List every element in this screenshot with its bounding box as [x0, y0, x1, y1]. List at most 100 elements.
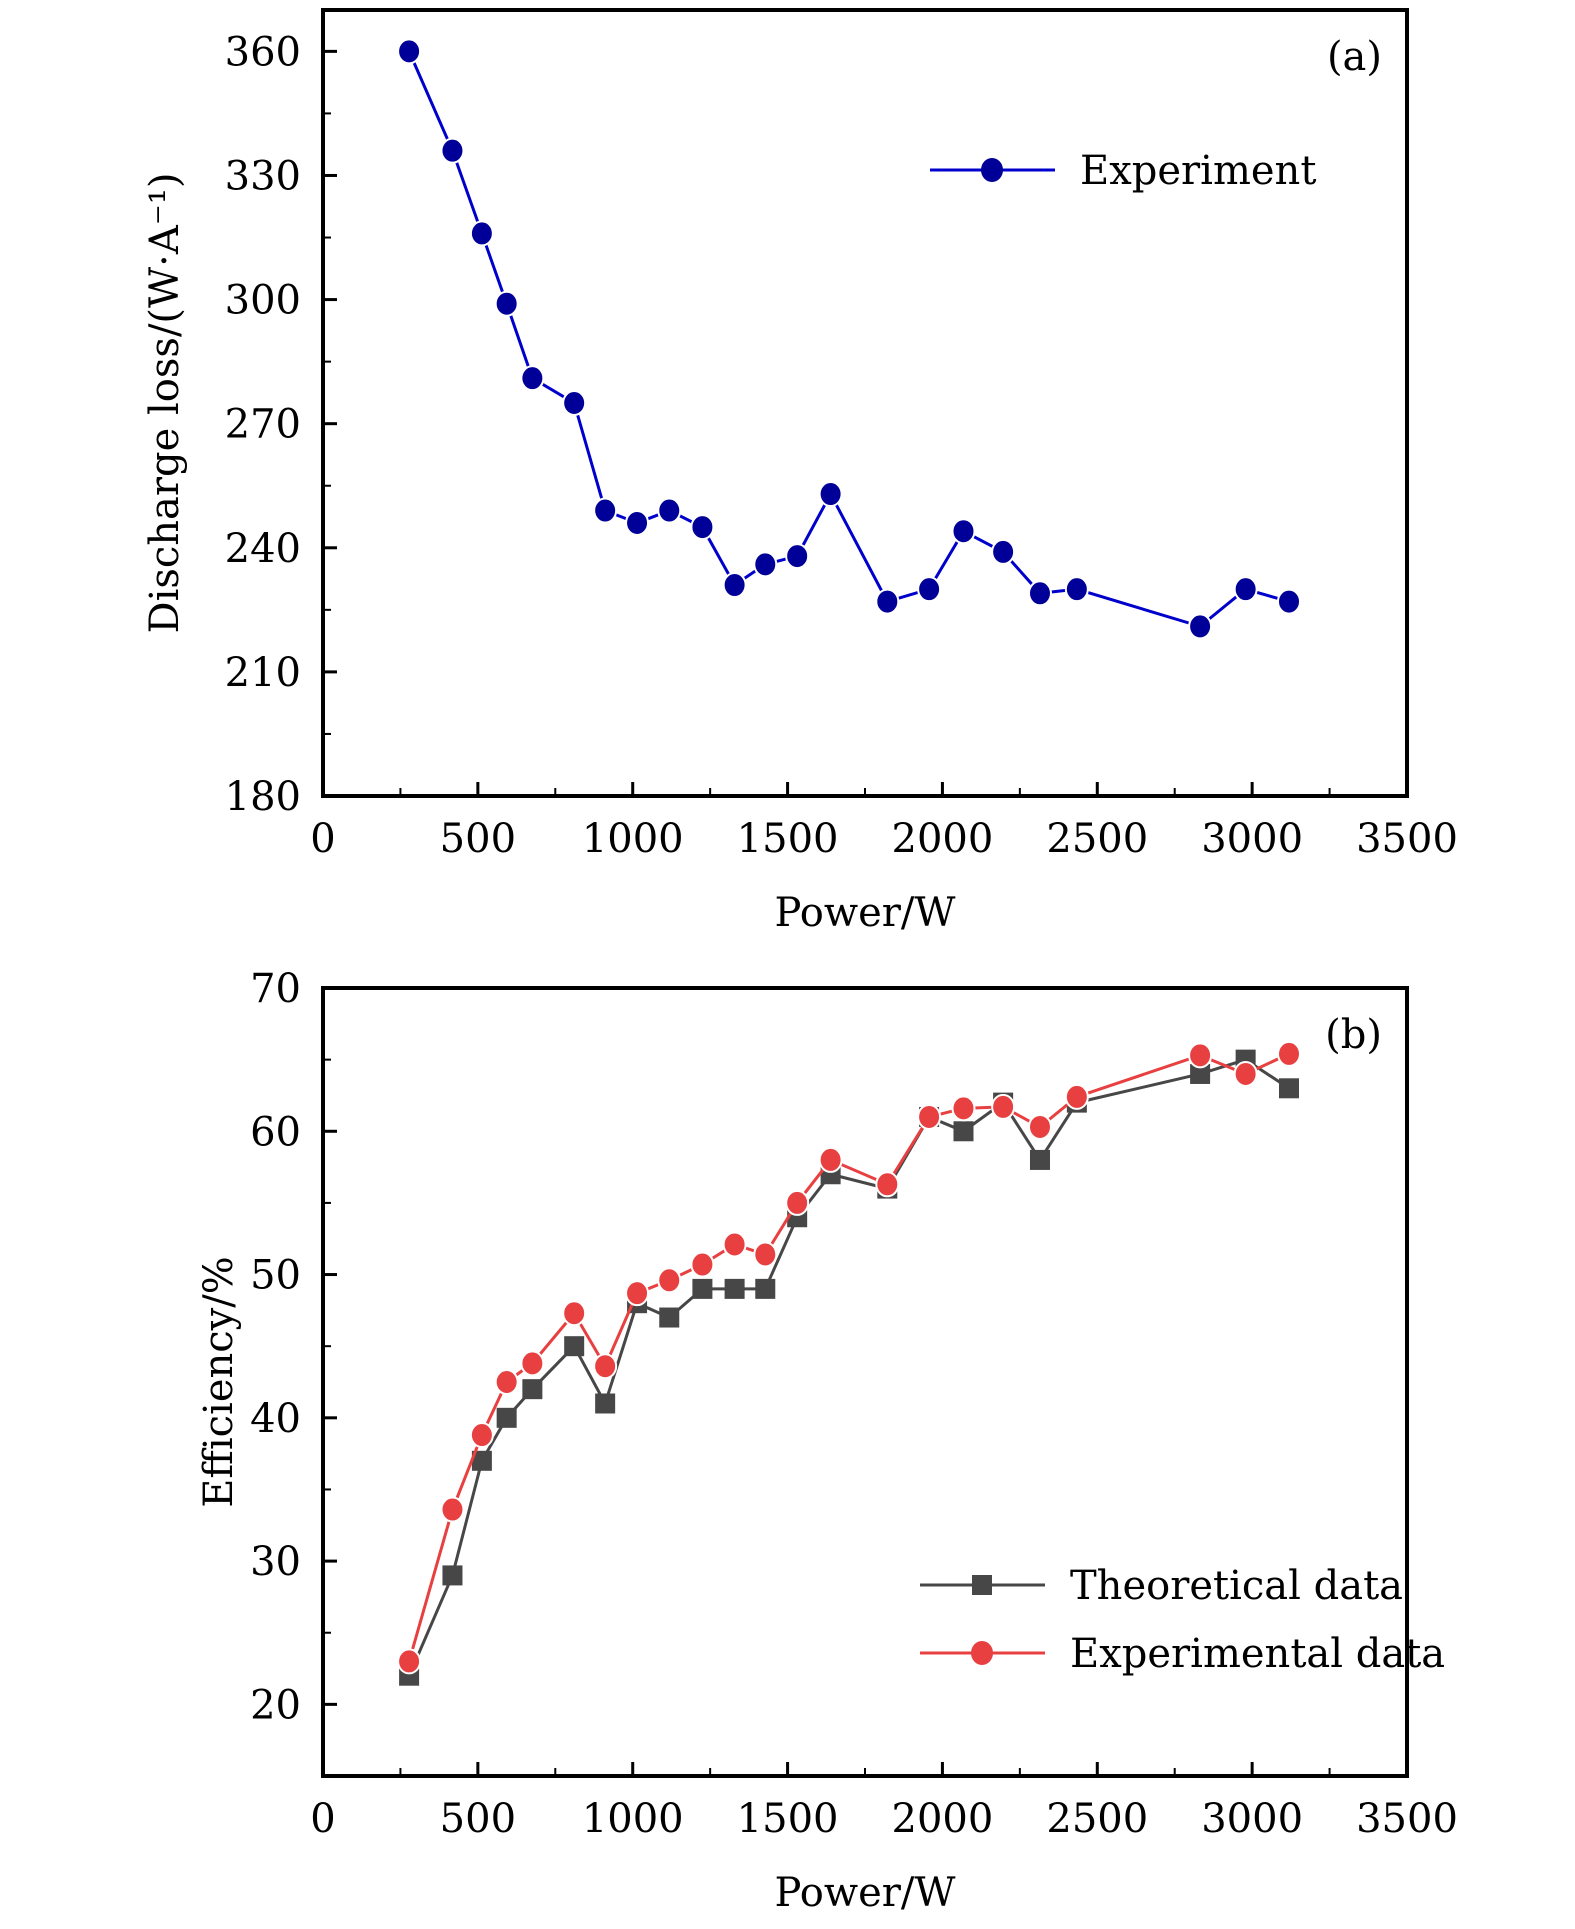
y-tick-label: 20	[250, 1682, 301, 1728]
y-tick-label: 360	[225, 29, 301, 75]
x-tick-label: 3000	[1201, 816, 1303, 862]
data-point-circle	[722, 572, 747, 599]
x-tick-label: 500	[440, 1796, 516, 1842]
x-tick-label: 1000	[582, 816, 684, 862]
data-point-circle	[1064, 1083, 1089, 1110]
panel-a: 0 500 1000 1500 2000 2500 3000 3500 180 210 240 270…	[142, 8, 1458, 936]
y-tick-label: 40	[250, 1396, 301, 1442]
data-point-circle	[690, 514, 715, 541]
data-point-circle	[991, 1093, 1016, 1120]
data-point-circle	[1233, 1060, 1258, 1087]
panel-a-label: (a)	[1327, 34, 1382, 80]
data-point-square	[724, 1278, 745, 1299]
data-point-circle	[625, 509, 650, 536]
y-tick-label: 30	[250, 1539, 301, 1585]
data-point-square	[595, 1393, 616, 1414]
data-point-square	[471, 1450, 492, 1471]
data-point-circle	[917, 1103, 942, 1130]
data-point-square	[522, 1379, 543, 1400]
data-point-circle	[818, 1146, 843, 1173]
data-point-circle	[690, 1251, 715, 1278]
legend-label: Experiment	[1080, 148, 1316, 194]
data-point-square	[692, 1278, 713, 1299]
x-tick-label: 2000	[892, 816, 994, 862]
y-tick-label: 270	[225, 402, 301, 448]
panel-b-y-axis-title: Efficiency/%	[196, 1256, 242, 1508]
data-point-circle	[1064, 576, 1089, 603]
y-tick-label: 300	[225, 278, 301, 324]
data-point-circle	[593, 1353, 618, 1380]
data-point-circle	[469, 220, 494, 247]
x-tick-label: 0	[310, 816, 335, 862]
data-point-circle	[818, 481, 843, 508]
data-point-circle	[562, 1300, 587, 1327]
data-point-circle	[562, 390, 587, 416]
data-point-square	[1278, 1078, 1299, 1099]
data-point-circle	[494, 1369, 519, 1395]
y-tick-label: 60	[250, 1109, 301, 1155]
panel-b-label: (b)	[1325, 1012, 1382, 1058]
data-point-circle	[1276, 1040, 1301, 1067]
x-tick-label: 0	[310, 1796, 335, 1842]
data-point-circle	[875, 1171, 900, 1198]
panel-b-x-axis-title: Power/W	[775, 1870, 956, 1916]
series-line-experiment	[407, 50, 1290, 629]
data-point-circle	[494, 290, 519, 317]
y-tick-label: 180	[225, 774, 301, 820]
panel-a-legend: Experiment	[930, 148, 1316, 194]
data-point-square	[564, 1336, 585, 1357]
data-point-square	[442, 1565, 463, 1586]
legend-marker-circle	[971, 1641, 993, 1665]
data-point-circle	[440, 137, 465, 164]
x-tick-label: 2500	[1046, 816, 1148, 862]
legend-label: Experimental data	[1070, 1631, 1445, 1677]
x-tick-label: 2000	[892, 1796, 994, 1842]
data-point-circle	[1027, 1113, 1052, 1140]
data-point-circle	[1276, 588, 1301, 615]
panel-b-axes: 0 500 1000 1500 2000 2500 3000 3500 20 30 40 50 60 70	[250, 966, 1458, 1842]
y-tick-label: 50	[250, 1253, 301, 1299]
x-tick-label: 3000	[1201, 1796, 1303, 1842]
data-point-circle	[753, 551, 778, 578]
data-point-circle	[440, 1496, 465, 1523]
data-point-square	[659, 1307, 680, 1328]
panel-a-x-axis-title: Power/W	[775, 890, 956, 936]
data-point-circle	[397, 38, 422, 65]
data-point-circle	[875, 588, 900, 615]
panel-a-axes: 0 500 1000 1500 2000 2500 3000 3500 180 210 240 270…	[225, 29, 1458, 862]
y-tick-label: 210	[225, 650, 301, 696]
data-point-circle	[520, 365, 545, 392]
data-point-square	[953, 1121, 974, 1142]
legend-label: Theoretical data	[1070, 1563, 1403, 1609]
x-tick-label: 3500	[1356, 816, 1458, 862]
data-point-square	[1029, 1149, 1050, 1170]
data-point-circle	[991, 538, 1016, 565]
x-tick-label: 1000	[582, 1796, 684, 1842]
y-tick-label: 330	[225, 153, 301, 199]
data-point-circle	[469, 1422, 494, 1449]
data-point-circle	[1233, 576, 1258, 603]
y-tick-label: 70	[250, 966, 301, 1012]
data-point-circle	[657, 497, 682, 524]
data-point-circle	[625, 1280, 650, 1307]
x-tick-label: 2500	[1046, 1796, 1148, 1842]
x-tick-label: 1500	[737, 816, 839, 862]
data-point-circle	[593, 497, 618, 524]
data-point-circle	[1027, 580, 1052, 607]
data-point-circle	[951, 518, 976, 545]
data-point-circle	[785, 1189, 810, 1216]
data-point-circle	[520, 1350, 545, 1377]
data-point-circle	[951, 1095, 976, 1122]
data-point-circle	[722, 1231, 747, 1258]
x-tick-label: 500	[440, 816, 516, 862]
x-tick-label: 3500	[1356, 1796, 1458, 1842]
legend-marker-square	[972, 1575, 992, 1595]
x-tick-label: 1500	[737, 1796, 839, 1842]
data-point-square	[1190, 1063, 1211, 1084]
panel-b: 0 500 1000 1500 2000 2500 3000 3500 20 30 40 50 60 70…	[196, 966, 1458, 1916]
legend-marker-circle	[981, 158, 1003, 182]
data-point-circle	[657, 1267, 682, 1294]
data-point-circle	[917, 576, 942, 603]
panel-a-y-axis-title: Discharge loss/(W·A⁻¹)	[142, 173, 188, 634]
